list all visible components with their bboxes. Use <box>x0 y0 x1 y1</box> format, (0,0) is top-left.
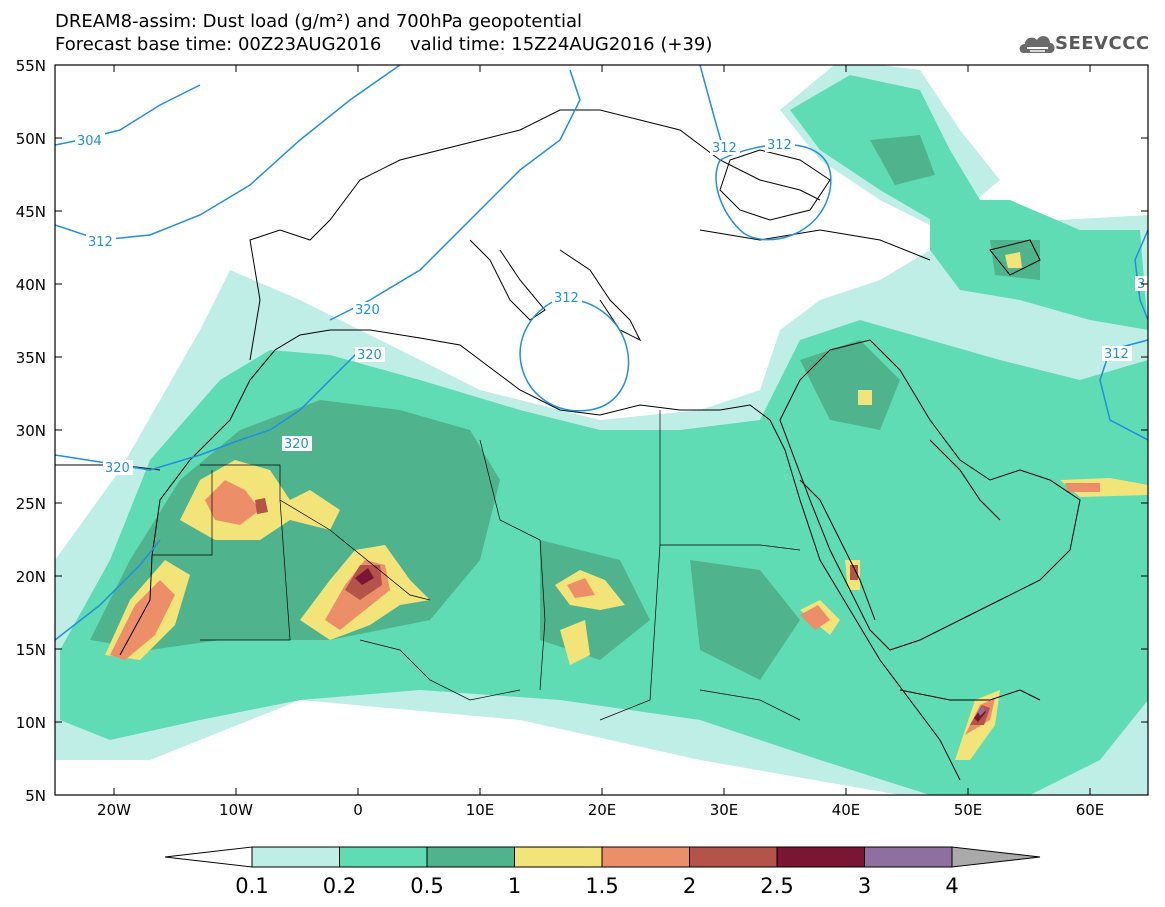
lon-axis: 20W 10W 0 10E 20E 30E 40E 50E 60E <box>97 801 1104 819</box>
contour-label: 320 <box>105 461 130 476</box>
lat-label: 55N <box>16 57 46 75</box>
contour-label: 320 <box>357 348 382 363</box>
chart-title: DREAM8-assim: Dust load (g/m²) and 700hP… <box>55 11 582 32</box>
lat-label: 45N <box>16 203 46 221</box>
lat-ticks <box>55 64 1148 723</box>
contour-label: 312 <box>767 138 792 153</box>
lon-ticks <box>113 65 1091 795</box>
legend-value: 2.5 <box>760 874 794 898</box>
lon-label: 50E <box>954 801 983 819</box>
lat-label: 50N <box>16 130 46 148</box>
legend-value: 0.2 <box>322 874 357 898</box>
lon-label: 40E <box>832 801 861 819</box>
lat-label: 5N <box>25 787 46 805</box>
lat-label: 25N <box>16 495 46 513</box>
legend-value: 1 <box>507 874 522 898</box>
contour-label: 312 <box>88 235 113 250</box>
lon-label: 0 <box>353 801 363 819</box>
contour-label: 320 <box>355 303 380 318</box>
legend-value: 0.1 <box>235 874 269 898</box>
dust-layer-3 <box>978 706 985 716</box>
legend-value: 0.5 <box>410 874 444 898</box>
legend-value: 2 <box>682 874 697 898</box>
borders <box>152 410 801 721</box>
lat-axis: 55N 50N 45N 40N 35N 30N 25N 20N 15N 10N … <box>16 57 46 805</box>
legend-value: 1.5 <box>585 874 619 898</box>
lon-label: 20W <box>97 801 131 819</box>
lon-label: 60E <box>1076 801 1105 819</box>
contour-label: 312 <box>1104 347 1129 362</box>
legend-value: 3 <box>857 874 872 898</box>
contour-label: 320 <box>284 437 309 452</box>
chart-subtitle: Forecast base time: 00Z23AUG2016 valid t… <box>55 34 713 55</box>
contour-label: 304 <box>77 134 102 149</box>
lat-label: 30N <box>16 422 46 440</box>
lat-label: 10N <box>16 714 46 732</box>
lon-label: 10W <box>219 801 253 819</box>
lon-label: 30E <box>710 801 739 819</box>
contour-labels: 304 312 320 320 320 320 312 312 312 312 … <box>75 133 1148 476</box>
lon-label: 10E <box>466 801 495 819</box>
lat-label: 20N <box>16 568 46 586</box>
lat-label: 40N <box>16 276 46 294</box>
lat-label: 35N <box>16 349 46 367</box>
cloud-icon <box>1019 36 1055 53</box>
logo-text: SEEVCCC <box>1055 33 1150 54</box>
contour-label: 312 <box>554 291 579 306</box>
lat-label: 15N <box>16 641 46 659</box>
contour-label: 312 <box>712 141 737 156</box>
lon-label: 20E <box>588 801 617 819</box>
legend-value: 4 <box>945 874 959 898</box>
